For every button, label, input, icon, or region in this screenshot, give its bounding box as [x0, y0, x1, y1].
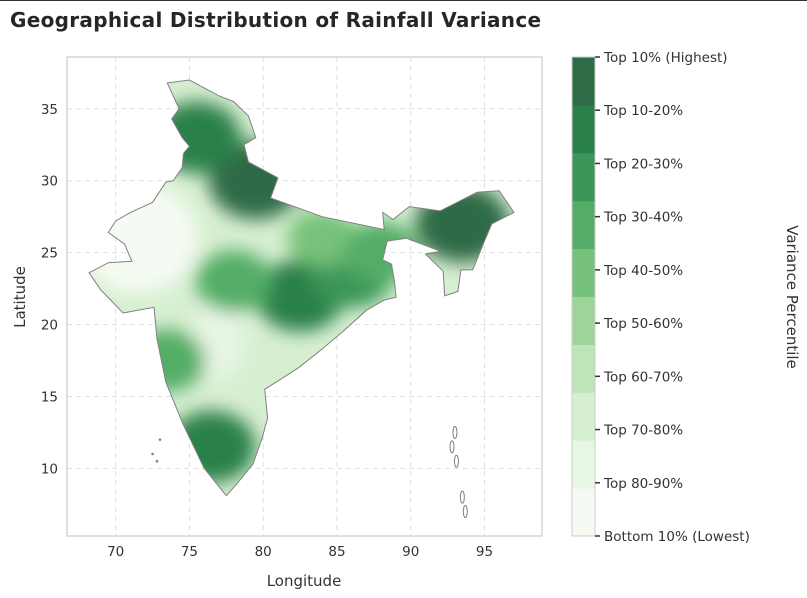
island-outline	[452, 425, 458, 439]
colorbar-segment	[572, 392, 595, 441]
colorbar-segment	[572, 104, 595, 154]
colorbar-segment	[572, 344, 595, 393]
colorbar-tick-label: Top 80-90%	[603, 476, 683, 492]
y-tick-label: 10	[41, 461, 58, 477]
colorbar-segment	[572, 440, 595, 489]
island-outline	[462, 505, 468, 519]
colorbar-tick-label: Top 20-30%	[603, 156, 683, 172]
colorbar-tick-label: Top 50-60%	[603, 316, 683, 332]
colorbar-tick-label: Top 10% (Highest)	[603, 50, 728, 66]
colorbar-frame	[571, 56, 596, 537]
y-axis-ticks: 10 15 20 25 30 35	[41, 102, 58, 478]
y-tick-label: 15	[41, 389, 58, 405]
island-outline	[449, 440, 455, 454]
x-tick-label: 95	[476, 544, 493, 560]
colorbar-segment	[572, 152, 595, 202]
y-tick-label: 25	[41, 246, 58, 262]
island-outline	[151, 452, 154, 456]
low-variance-region	[193, 298, 244, 379]
y-tick-label: 30	[41, 174, 58, 190]
x-tick-label: 70	[107, 544, 124, 560]
x-tick-label: 85	[328, 544, 345, 560]
island-outline	[155, 459, 159, 463]
variance-region	[287, 209, 358, 267]
island-outline	[158, 438, 162, 441]
colorbar-tick-label: Top 30-40%	[603, 210, 683, 226]
colorbar-tick-label: Top 60-70%	[603, 369, 683, 385]
x-tick-label: 90	[402, 544, 419, 560]
colorbar-label: Variance Percentile	[783, 225, 801, 369]
colorbar-segment	[572, 200, 595, 250]
y-axis-label: Latitude	[11, 266, 29, 328]
colorbar-segment	[572, 57, 595, 106]
variance-region	[195, 250, 272, 313]
x-tick-label: 75	[181, 544, 198, 560]
colorbar-tick-label: Top 70-80%	[603, 423, 683, 439]
colorbar-tick-label: Top 40-50%	[603, 263, 683, 279]
colorbar: Bottom 10% (Lowest) Top 80-90% Top 70-80% T…	[571, 50, 750, 545]
colorbar-tick-label: Top 10-20%	[603, 103, 683, 119]
chart-title: Geographical Distribution of Rainfall Va…	[10, 8, 542, 32]
x-axis-label: Longitude	[267, 572, 342, 590]
island-outline	[459, 490, 465, 504]
colorbar-segment	[572, 248, 595, 297]
y-tick-label: 35	[41, 102, 58, 118]
colorbar-tick-label: Bottom 10% (Lowest)	[604, 529, 750, 545]
colorbar-segment	[572, 488, 595, 537]
island-outline	[453, 454, 459, 468]
colorbar-segment	[572, 296, 595, 345]
india-outline	[88, 79, 515, 497]
y-tick-label: 20	[41, 318, 58, 334]
x-tick-label: 80	[255, 544, 272, 560]
x-axis-ticks: 70 75 80 85 90 95	[107, 544, 493, 560]
